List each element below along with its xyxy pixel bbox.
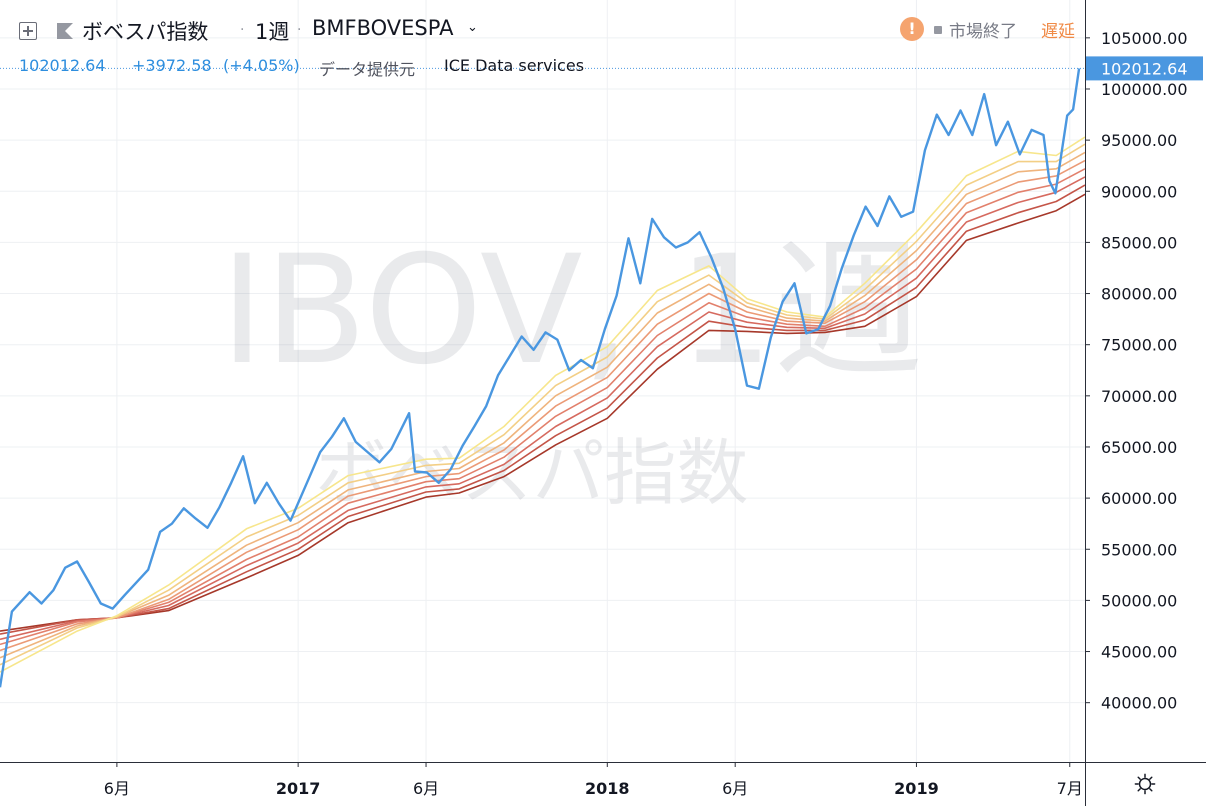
flag-icon[interactable] bbox=[57, 23, 73, 39]
price-axis-label: 90000.00 bbox=[1101, 182, 1177, 201]
price-axis-label: 45000.00 bbox=[1101, 643, 1177, 662]
price-axis-label: 50000.00 bbox=[1101, 591, 1177, 610]
ribbon-line-5 bbox=[0, 168, 1086, 646]
price-axis-label: 85000.00 bbox=[1101, 233, 1177, 252]
price-axis-label: 100000.00 bbox=[1101, 80, 1188, 99]
last-value: 102012.64 bbox=[19, 56, 106, 75]
ribbon-line-2 bbox=[0, 143, 1086, 666]
ribbon-line-4 bbox=[0, 159, 1086, 652]
price-axis-label: 75000.00 bbox=[1101, 336, 1177, 355]
ribbon-line-7 bbox=[0, 184, 1086, 635]
change-value: +3972.58 bbox=[132, 56, 212, 75]
plus-square-icon[interactable] bbox=[19, 22, 37, 40]
time-axis-label: 6月 bbox=[722, 779, 748, 798]
legend-header: ボベスパ指数 · 1週 · BMFBOVESPA ⌄ ! 市場終了 遅延 bbox=[0, 12, 1085, 48]
chevron-down-icon[interactable]: ⌄ bbox=[467, 20, 478, 35]
symbol-name[interactable]: ボベスパ指数 bbox=[82, 20, 209, 44]
time-axis-label: 6月 bbox=[413, 779, 439, 798]
time-axis-label: 2018 bbox=[585, 779, 630, 798]
ribbon-line-1 bbox=[0, 136, 1086, 673]
price-axis-label: 105000.00 bbox=[1101, 29, 1188, 48]
watermark-ticker: IBOV, 1週 bbox=[220, 224, 923, 398]
change-percent: (+4.05%) bbox=[223, 56, 300, 75]
time-axis-label: 7月 bbox=[1057, 779, 1083, 798]
price-line bbox=[0, 68, 1081, 688]
interval-label[interactable]: 1週 bbox=[255, 20, 290, 44]
delayed-badge[interactable]: 遅延 bbox=[1041, 22, 1075, 42]
exchange-label[interactable]: BMFBOVESPA bbox=[312, 16, 454, 40]
market-status-icon bbox=[934, 26, 942, 34]
price-axis-label: 95000.00 bbox=[1101, 131, 1177, 150]
price-axis-label: 65000.00 bbox=[1101, 438, 1177, 457]
last-price-label-bg bbox=[1086, 56, 1203, 81]
ribbon-line-6 bbox=[0, 176, 1086, 641]
ribbon-line-8 bbox=[0, 193, 1086, 632]
separator-dot: · bbox=[240, 22, 245, 38]
last-price-label: 102012.64 bbox=[1101, 59, 1188, 78]
price-axis-label: 60000.00 bbox=[1101, 489, 1177, 508]
price-axis-label: 40000.00 bbox=[1101, 694, 1177, 713]
provider-name: ICE Data services bbox=[444, 56, 585, 75]
separator-dot: · bbox=[297, 22, 302, 38]
price-axis-label: 70000.00 bbox=[1101, 387, 1177, 406]
time-axis-label: 2019 bbox=[894, 779, 939, 798]
warning-icon[interactable]: ! bbox=[900, 17, 924, 41]
time-axis-label: 6月 bbox=[104, 779, 130, 798]
ribbon-line-3 bbox=[0, 151, 1086, 659]
price-axis-label: 55000.00 bbox=[1101, 540, 1177, 559]
provider-label: データ提供元 bbox=[319, 60, 416, 79]
gear-icon[interactable] bbox=[1134, 773, 1156, 795]
time-axis-label: 2017 bbox=[276, 779, 321, 798]
price-axis-label: 80000.00 bbox=[1101, 285, 1177, 304]
market-status: 市場終了 bbox=[949, 22, 1017, 42]
